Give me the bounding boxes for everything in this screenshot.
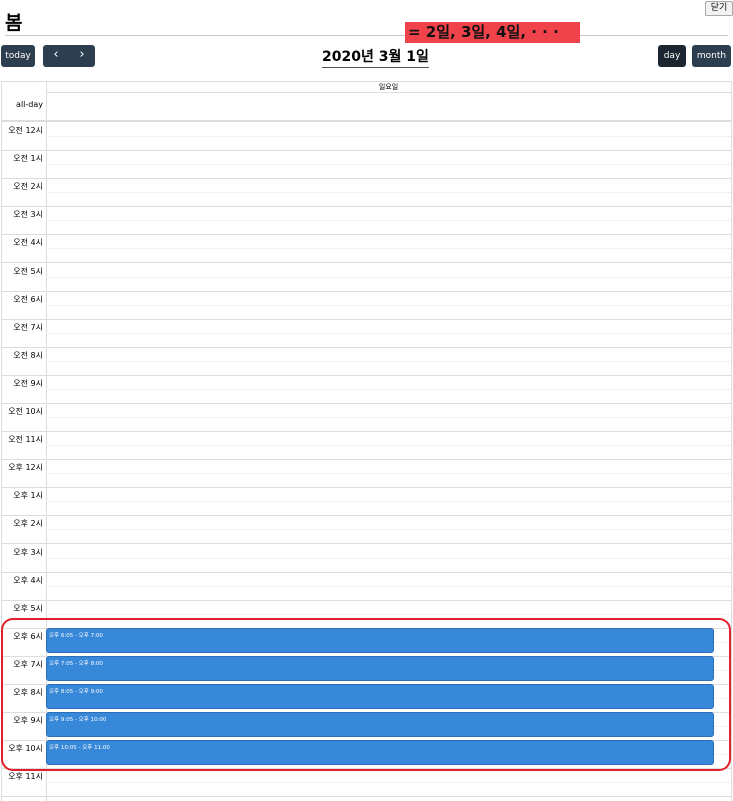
time-slot-row[interactable]: 오전 5시 xyxy=(2,263,731,292)
time-slot-label: 오후 11시 xyxy=(8,772,43,782)
time-slot-row[interactable]: 오전 12시 xyxy=(2,122,731,151)
chevron-right-icon[interactable]: › xyxy=(69,45,95,67)
time-slot-label: 오후 9시 xyxy=(13,716,43,726)
time-slot-row[interactable]: 오후 5시 xyxy=(2,600,731,629)
time-slot-row[interactable]: 오전 7시 xyxy=(2,319,731,348)
nav-button-group: ‹ › xyxy=(43,45,95,67)
month-view-button[interactable]: month xyxy=(692,45,731,67)
time-slot-label: 오전 8시 xyxy=(13,350,43,360)
time-slot-label: 오후 2시 xyxy=(13,519,43,529)
time-slot-row[interactable]: 오전 1시 xyxy=(2,150,731,180)
time-slot-label: 오후 4시 xyxy=(13,575,43,585)
chevron-left-icon[interactable]: ‹ xyxy=(43,45,69,67)
time-slot-label: 오후 5시 xyxy=(13,603,43,613)
event-time: 오후 6:05 - 오후 7:00 xyxy=(49,633,103,639)
time-slot-label: 오전 5시 xyxy=(13,266,43,276)
time-slot-row[interactable]: 오전 4시 xyxy=(2,234,731,264)
time-slot-row[interactable]: 오전 8시 xyxy=(2,347,731,376)
calendar-event[interactable]: 오후 10:05 - 오후 11:00 xyxy=(46,740,714,766)
event-time: 오후 7:05 - 오후 8:00 xyxy=(49,661,103,668)
time-slot-label: 오전 6시 xyxy=(13,294,43,304)
time-slot-row[interactable]: 오후 1시 xyxy=(2,487,731,517)
time-slot-label: 오전 4시 xyxy=(13,238,43,248)
time-slot-label: 오후 8시 xyxy=(13,688,43,697)
day-view-button[interactable]: day xyxy=(658,45,686,67)
calendar-event[interactable]: 오후 7:05 - 오후 8:00 xyxy=(46,656,714,682)
allday-label: all-day xyxy=(16,100,43,109)
time-slot-row[interactable]: 오후 4시 xyxy=(2,572,731,601)
time-slot-label: 오전 2시 xyxy=(13,182,43,192)
time-slot-label: 오전 1시 xyxy=(13,154,43,164)
today-button[interactable]: today xyxy=(1,45,35,67)
time-slot-row[interactable]: 오후 11시 xyxy=(2,768,731,798)
time-slot-label: 오전 12시 xyxy=(8,126,43,135)
time-slot-row[interactable]: 오전 10시 xyxy=(2,403,731,432)
event-time: 오후 8:05 - 오후 9:00 xyxy=(49,689,103,696)
time-slot-label: 오후 12시 xyxy=(8,463,43,473)
time-slot-label: 오전 10시 xyxy=(8,407,43,416)
time-slot-label: 오후 7시 xyxy=(13,659,43,669)
calendar-event[interactable]: 오후 8:05 - 오후 9:00 xyxy=(46,684,714,710)
event-time: 오후 10:05 - 오후 11:00 xyxy=(49,745,110,752)
time-slot-row[interactable]: 오전 6시 xyxy=(2,291,731,320)
time-slot-row[interactable]: 오후 2시 xyxy=(2,515,731,545)
calendar-title: 2020년 3월 1일 xyxy=(322,46,429,68)
calendar-event[interactable]: 오후 6:05 - 오후 7:00 xyxy=(46,628,714,653)
time-slot-label: 오전 3시 xyxy=(13,210,43,220)
event-time: 오후 9:05 - 오후 10:00 xyxy=(49,717,107,724)
calendar-event[interactable]: 오후 9:05 - 오후 10:00 xyxy=(46,712,714,738)
time-slot-label: 오후 10시 xyxy=(8,744,43,754)
title-divider xyxy=(5,35,728,36)
time-slot-label: 오전 7시 xyxy=(13,322,43,332)
time-slot-label: 오전 11시 xyxy=(8,435,43,445)
time-slot-row[interactable]: 오전 3시 xyxy=(2,206,731,236)
time-axis-divider xyxy=(46,82,47,801)
time-slot-row[interactable]: 오후 3시 xyxy=(2,544,731,573)
time-slot-row[interactable]: 오전 9시 xyxy=(2,375,731,404)
annotation-banner: = 2일, 3일, 4일, · · · xyxy=(405,22,580,43)
close-button[interactable]: 닫기 xyxy=(705,1,733,16)
time-slot-row[interactable]: 오전 11시 xyxy=(2,431,731,461)
time-slot-label: 오후 3시 xyxy=(13,547,43,557)
column-header-sunday: 일요일 xyxy=(46,82,731,93)
time-slot-row[interactable]: 오후 12시 xyxy=(2,459,731,489)
time-slot-row[interactable]: 오전 2시 xyxy=(2,178,731,208)
allday-separator xyxy=(2,120,731,122)
time-slot-label: 오후 1시 xyxy=(13,491,43,501)
time-slot-label: 오후 6시 xyxy=(13,631,43,641)
page-title: 봄 xyxy=(5,12,23,34)
time-slot-label: 오전 9시 xyxy=(13,378,43,388)
